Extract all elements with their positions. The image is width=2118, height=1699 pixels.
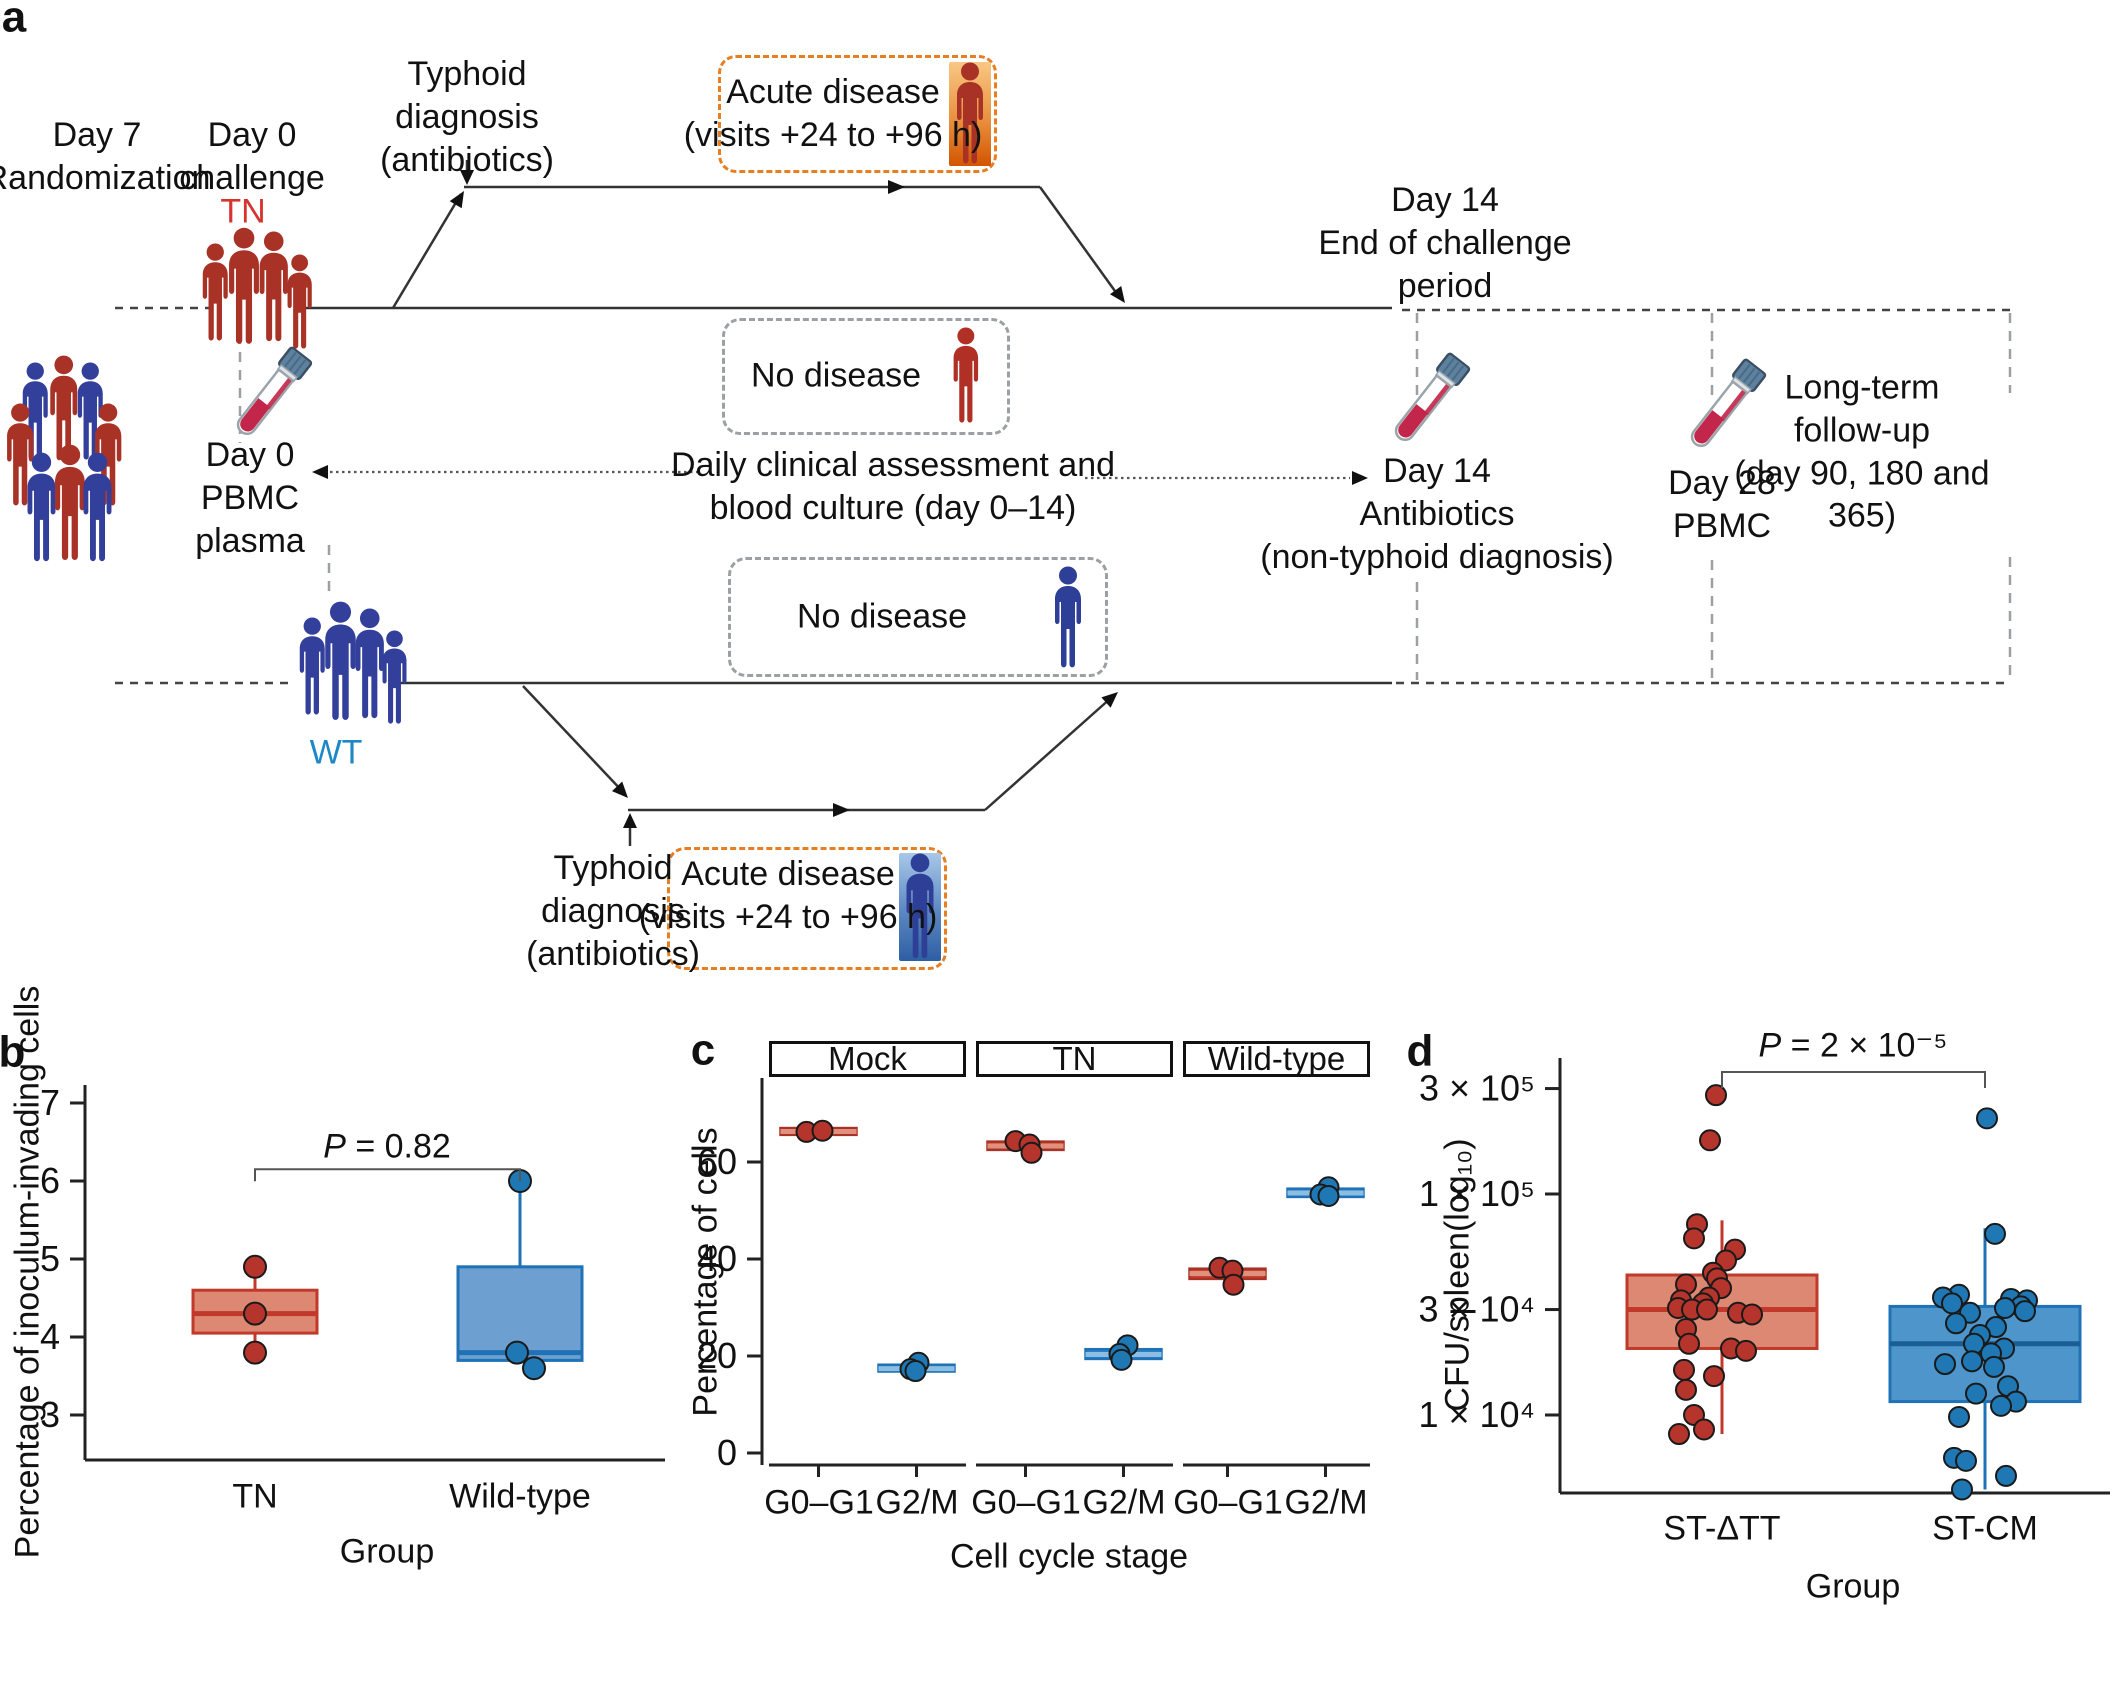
data-point (1934, 1353, 1956, 1376)
blood-tube-icon (1388, 351, 1472, 448)
facet-header-mock-text: Mock (828, 1040, 907, 1077)
data-point (1020, 1141, 1043, 1164)
significance-bracket (1721, 1071, 1986, 1088)
data-point (1983, 1355, 2005, 1378)
y-tick-label: 3 × 10⁴ (1418, 1289, 1535, 1330)
facet-header-wildtype-text: Wild-type (1207, 1040, 1346, 1077)
no-disease-box-wt (728, 557, 1108, 677)
y-tick-label: 7 (40, 1082, 60, 1123)
data-point (1678, 1332, 1700, 1355)
data-point (2014, 1300, 2036, 1323)
data-point (1994, 1296, 2016, 1319)
data-point (505, 1340, 529, 1365)
data-point (1703, 1365, 1725, 1388)
y-tick-label: 5 (40, 1238, 60, 1279)
blood-tube-icon (230, 345, 314, 442)
data-point (1965, 1382, 1987, 1405)
no-disease-box-tn (722, 318, 1010, 435)
y-tick-label: 0 (717, 1432, 737, 1473)
person-icon (299, 617, 325, 715)
acute-disease-box-tn (718, 55, 997, 173)
data-point (1741, 1303, 1763, 1326)
person-icon (325, 601, 356, 720)
blood-tube-icon (1684, 357, 1768, 454)
data-point (1948, 1405, 1970, 1428)
person-icon (229, 227, 259, 344)
event-marker-dashed-lines (238, 313, 2012, 680)
person-icon (287, 254, 312, 349)
y-tick-label: 4 (40, 1316, 60, 1357)
acute-patient-panel-blue (899, 853, 941, 961)
data-point (1984, 1222, 2006, 1245)
person-icon (55, 444, 85, 560)
y-tick-label: 60 (697, 1141, 737, 1182)
data-point (1705, 1084, 1727, 1107)
facet-header-wildtype: Wild-type (1183, 1040, 1370, 1077)
person-icon (907, 854, 934, 959)
facet-header-mock: Mock (769, 1040, 966, 1077)
data-point (243, 1301, 267, 1326)
data-point (1683, 1227, 1705, 1250)
facet-header-tn-text: TN (1052, 1040, 1097, 1077)
data-point (522, 1356, 546, 1381)
randomization-cohort-people (7, 355, 122, 562)
data-point (1675, 1378, 1697, 1401)
data-point (1668, 1423, 1690, 1446)
data-point (243, 1254, 267, 1279)
data-point (1110, 1348, 1133, 1371)
facet-header-tn: TN (976, 1040, 1173, 1077)
data-point (1961, 1350, 1983, 1373)
person-icon (957, 63, 983, 164)
y-tick-label: 1 × 10⁴ (1418, 1394, 1535, 1435)
data-point (1976, 1107, 1998, 1130)
person-icon (27, 452, 56, 562)
data-point (243, 1340, 267, 1365)
data-point (811, 1119, 834, 1142)
y-tick-label: 3 × 10⁵ (1419, 1068, 1535, 1109)
person-icon (355, 608, 384, 719)
arrowheads (312, 170, 1368, 828)
data-point (1941, 1292, 1963, 1315)
data-point (1951, 1478, 1973, 1501)
data-point (1317, 1184, 1340, 1207)
data-point (1693, 1418, 1715, 1441)
y-tick-label: 3 (40, 1394, 60, 1435)
data-point (1673, 1358, 1695, 1381)
y-tick-label: 1 × 10⁵ (1419, 1173, 1535, 1214)
data-point (1990, 1394, 2012, 1417)
data-point (1696, 1298, 1718, 1321)
timeline-dashed-lines (115, 306, 2010, 685)
acute-disease-box-wt (667, 847, 947, 970)
person-icon (83, 452, 112, 562)
person-icon (382, 630, 407, 724)
y-tick-label: 20 (697, 1335, 737, 1376)
person-icon (202, 243, 228, 341)
data-point (1699, 1129, 1721, 1152)
data-point (1955, 1449, 1977, 1472)
significance-bracket (254, 1168, 521, 1182)
data-point (1945, 1312, 1967, 1335)
data-point (1222, 1273, 1245, 1296)
wt-group-people (299, 601, 407, 724)
data-point (1735, 1339, 1757, 1362)
person-icon (259, 231, 288, 342)
acute-patient-panel-orange (949, 62, 991, 166)
y-tick-label: 6 (40, 1160, 60, 1201)
timeline-lines (295, 160, 1392, 846)
charts-canvas: 3 4 5 6 7 0 20 40 60 1 × 10⁴ 3 × 10⁴ 1 × 10⁵ 3 × 10⁵ (40, 1058, 2110, 1501)
data-point (904, 1360, 927, 1383)
sampling-dotted-arrows (330, 470, 1350, 480)
person-icon (50, 355, 78, 461)
y-tick-label: 40 (697, 1238, 737, 1279)
tn-group-people (202, 227, 312, 349)
data-point (1995, 1464, 2017, 1487)
